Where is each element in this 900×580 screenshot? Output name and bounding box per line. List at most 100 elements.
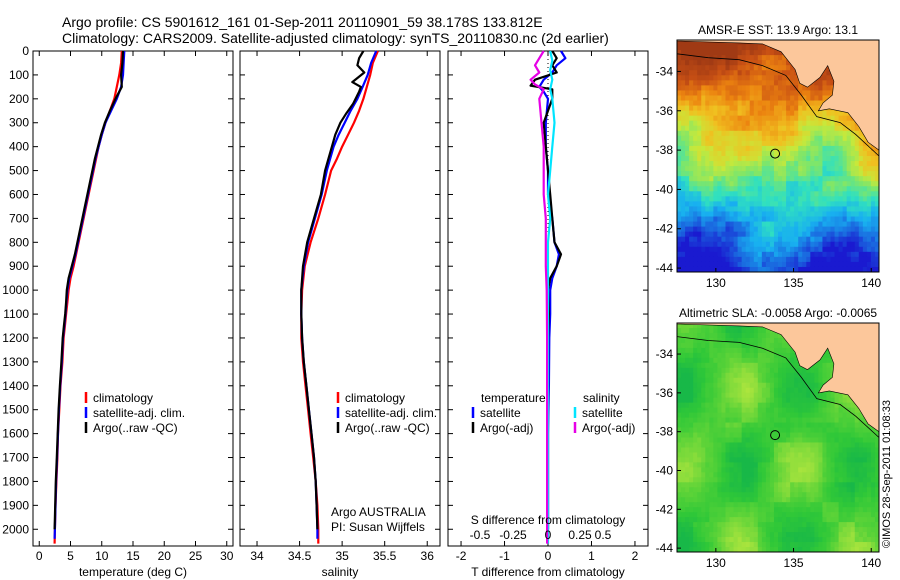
map-cell (854, 256, 860, 263)
map-cell (693, 527, 698, 533)
map-cell (753, 507, 759, 513)
map-cell (745, 502, 751, 508)
map-cell (681, 156, 686, 162)
map-cell (765, 55, 771, 61)
map-cell (757, 75, 763, 81)
map-cell (705, 407, 710, 414)
map-cell (794, 522, 799, 528)
map-cell (778, 216, 783, 223)
map-cell (753, 392, 759, 399)
map-cell (697, 231, 702, 238)
map-cell (721, 90, 727, 97)
map-cell (850, 517, 856, 523)
map-cell (689, 512, 694, 518)
map-cell (802, 377, 807, 384)
map-cell (693, 125, 698, 132)
map-cell (721, 216, 727, 223)
map-cell (725, 216, 731, 223)
map-cell (729, 477, 735, 483)
map-cell (786, 176, 791, 182)
map-cell (757, 417, 763, 424)
map-cell (822, 266, 828, 272)
map-cell (834, 422, 840, 429)
map-cell (838, 135, 844, 142)
map-cell (721, 85, 727, 92)
map-cell (749, 135, 755, 142)
map-cell (697, 477, 702, 483)
map-cell (874, 527, 879, 533)
map-cell (798, 241, 803, 248)
map-cell (697, 75, 702, 81)
map-cell (737, 452, 743, 459)
map-cell (701, 145, 706, 152)
map-cell (757, 472, 763, 478)
map-cell (798, 462, 803, 468)
map-cell (733, 412, 739, 419)
map-cell (725, 372, 731, 379)
map-cell (761, 105, 767, 112)
map-cell (862, 261, 868, 268)
map-cell (745, 90, 751, 97)
map-cell (778, 362, 783, 369)
map-cell (733, 201, 739, 208)
map-cell (769, 392, 775, 399)
map-cell (814, 532, 819, 538)
map-cell (810, 427, 815, 434)
map-cell (741, 226, 747, 233)
map-cell (870, 512, 876, 518)
map-cell (874, 156, 879, 162)
map-cell (689, 226, 694, 233)
map-cell (834, 231, 840, 238)
map-cell (761, 115, 767, 122)
map-cell (713, 181, 718, 187)
map-cell (838, 532, 844, 538)
map-cell (778, 256, 783, 263)
map-cell (814, 447, 819, 454)
map-cell (798, 191, 803, 197)
map-cell (822, 221, 828, 228)
map-cell (761, 246, 767, 253)
map-cell (701, 85, 706, 92)
map-cell (733, 507, 739, 513)
map-cell (749, 477, 755, 483)
map-cell (822, 181, 828, 187)
map-cell (838, 437, 844, 444)
map-cell (741, 362, 747, 369)
map-cell (717, 432, 723, 439)
map-cell (782, 191, 787, 197)
map-cell (866, 467, 872, 473)
map-cell (773, 502, 779, 508)
map-cell (806, 226, 811, 233)
map-cell (858, 547, 864, 552)
map-cell (778, 110, 783, 117)
map-cell (725, 156, 731, 162)
map-cell (701, 105, 706, 112)
map-cell (709, 50, 714, 56)
map-cell (846, 547, 852, 552)
map-cell (773, 432, 779, 439)
map-cell (685, 382, 690, 389)
map-cell (741, 377, 747, 384)
map-cell (786, 497, 791, 503)
map-cell (761, 156, 767, 162)
map-cell (689, 412, 694, 419)
map-cell (810, 492, 815, 498)
map-cell (838, 246, 844, 253)
map-cell (741, 522, 747, 528)
map-cell (806, 196, 811, 202)
map-cell (769, 70, 775, 76)
temperature-x-tick-label: 10 (95, 549, 109, 563)
map-cell (717, 417, 723, 424)
map-cell (765, 130, 771, 137)
map-cell (810, 90, 815, 97)
map-cell (862, 196, 868, 202)
map-cell (741, 467, 747, 473)
map-cell (834, 246, 840, 253)
map-cell (773, 156, 779, 162)
map-cell (761, 337, 767, 344)
map-cell (689, 527, 694, 533)
map-cell (822, 110, 828, 117)
map-cell (874, 437, 879, 444)
map-cell (854, 422, 860, 429)
map-cell (786, 402, 791, 409)
